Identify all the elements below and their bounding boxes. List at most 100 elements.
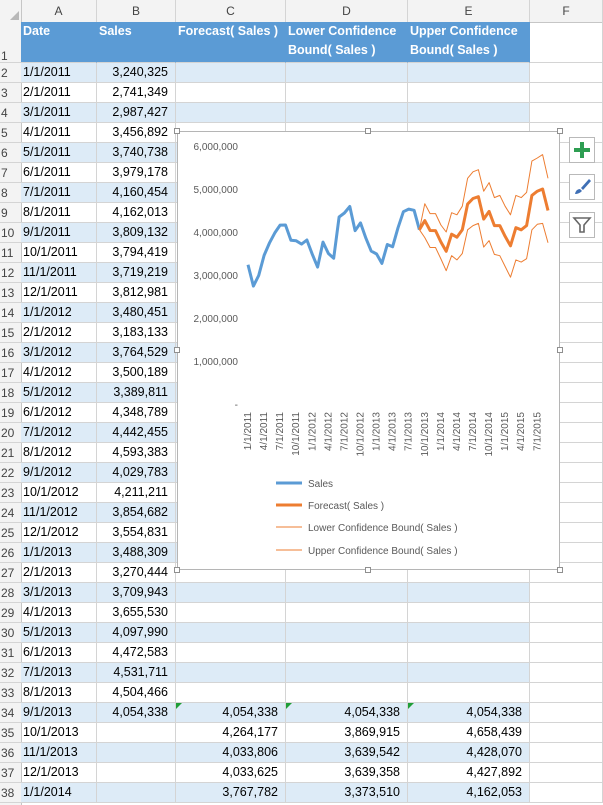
cell-upper[interactable]: 4,427,892 (408, 763, 530, 783)
cell-date[interactable]: 1/1/2013 (21, 543, 97, 563)
row-header[interactable]: 32 (0, 663, 21, 683)
cell-lower[interactable] (286, 63, 408, 83)
cell-sales[interactable]: 4,472,583 (97, 643, 176, 663)
chart-elements-button[interactable] (569, 137, 595, 163)
row-header[interactable]: 19 (0, 403, 21, 423)
cell-date[interactable]: 8/1/2012 (21, 443, 97, 463)
cell-date[interactable]: 1/1/2014 (21, 783, 97, 803)
cell-date[interactable]: 8/1/2013 (21, 683, 97, 703)
cell-upper[interactable] (408, 583, 530, 603)
cell-forecast[interactable] (176, 103, 286, 123)
forecast-chart[interactable]: 6,000,000 5,000,000 4,000,000 3,000,000 2,00… (177, 131, 560, 570)
cell-f[interactable] (530, 783, 603, 803)
cell-sales[interactable]: 3,740,738 (97, 143, 176, 163)
cell-f[interactable] (530, 703, 603, 723)
header-cell-sales[interactable]: Sales (97, 22, 176, 63)
cell-sales[interactable]: 3,764,529 (97, 343, 176, 363)
cell-sales[interactable]: 4,160,454 (97, 183, 176, 203)
cell-lower[interactable]: 3,639,542 (286, 743, 408, 763)
cell-date[interactable]: 9/1/2011 (21, 223, 97, 243)
row-header[interactable]: 30 (0, 623, 21, 643)
cell-sales[interactable]: 3,456,892 (97, 123, 176, 143)
cell-sales[interactable]: 3,500,189 (97, 363, 176, 383)
row-header[interactable]: 31 (0, 643, 21, 663)
cell-forecast[interactable] (176, 83, 286, 103)
cell-upper[interactable] (408, 683, 530, 703)
row-header[interactable]: 12 (0, 263, 21, 283)
column-header-c[interactable]: C (176, 0, 286, 22)
cell-sales[interactable]: 2,741,349 (97, 83, 176, 103)
cell-sales[interactable]: 4,531,711 (97, 663, 176, 683)
cell-date[interactable]: 12/1/2013 (21, 763, 97, 783)
cell-sales[interactable]: 4,593,383 (97, 443, 176, 463)
cell-date[interactable]: 5/1/2011 (21, 143, 97, 163)
cell-sales[interactable] (97, 783, 176, 803)
cell-sales[interactable] (97, 743, 176, 763)
cell-forecast[interactable]: 4,033,625 (176, 763, 286, 783)
row-header[interactable]: 21 (0, 443, 21, 463)
row-header[interactable]: 14 (0, 303, 21, 323)
cell-sales[interactable]: 4,348,789 (97, 403, 176, 423)
row-header[interactable]: 29 (0, 603, 21, 623)
row-header[interactable]: 18 (0, 383, 21, 403)
cell-sales[interactable]: 3,979,178 (97, 163, 176, 183)
row-header[interactable]: 4 (0, 103, 21, 123)
cell-lower[interactable] (286, 603, 408, 623)
cell-lower[interactable] (286, 103, 408, 123)
cell-upper[interactable] (408, 103, 530, 123)
chart-resize-handle-tr[interactable] (557, 128, 563, 134)
header-cell-forecast[interactable]: Forecast( Sales ) (176, 22, 286, 63)
cell-date[interactable]: 5/1/2013 (21, 623, 97, 643)
cell-forecast[interactable]: 4,264,177 (176, 723, 286, 743)
cell-forecast[interactable]: 4,054,338 (176, 703, 286, 723)
row-header[interactable]: 26 (0, 543, 21, 563)
cell-f[interactable] (530, 743, 603, 763)
cell-sales[interactable] (97, 723, 176, 743)
cell-date[interactable]: 9/1/2013 (21, 703, 97, 723)
cell-date[interactable]: 4/1/2011 (21, 123, 97, 143)
cell-upper[interactable] (408, 83, 530, 103)
cell-date[interactable]: 11/1/2013 (21, 743, 97, 763)
cell-sales[interactable]: 4,504,466 (97, 683, 176, 703)
cell-sales[interactable]: 3,854,682 (97, 503, 176, 523)
row-header[interactable]: 28 (0, 583, 21, 603)
chart-resize-handle-tl[interactable] (174, 128, 180, 134)
cell-upper[interactable]: 4,054,338 (408, 703, 530, 723)
cell-sales[interactable]: 4,097,990 (97, 623, 176, 643)
cell-lower[interactable] (286, 643, 408, 663)
cell-f[interactable] (530, 723, 603, 743)
cell-upper[interactable]: 4,658,439 (408, 723, 530, 743)
chart-styles-button[interactable] (569, 174, 595, 200)
cell-f[interactable] (530, 683, 603, 703)
column-header-d[interactable]: D (286, 0, 408, 22)
cell-date[interactable]: 7/1/2013 (21, 663, 97, 683)
row-header[interactable]: 36 (0, 743, 21, 763)
cell-upper[interactable] (408, 63, 530, 83)
cell-lower[interactable]: 3,373,510 (286, 783, 408, 803)
row-header[interactable]: 35 (0, 723, 21, 743)
cell-f[interactable] (530, 643, 603, 663)
cell-lower[interactable] (286, 663, 408, 683)
cell-date[interactable]: 12/1/2012 (21, 523, 97, 543)
cell-forecast[interactable] (176, 563, 286, 583)
cell-sales[interactable]: 3,719,219 (97, 263, 176, 283)
cell-upper[interactable] (408, 623, 530, 643)
chart-resize-handle-br[interactable] (557, 567, 563, 573)
row-header[interactable]: 3 (0, 83, 21, 103)
header-cell-f[interactable] (530, 22, 603, 63)
cell-date[interactable]: 4/1/2013 (21, 603, 97, 623)
cell-date[interactable]: 10/1/2012 (21, 483, 97, 503)
cell-forecast[interactable] (176, 663, 286, 683)
cell-f[interactable] (530, 83, 603, 103)
cell-lower[interactable] (286, 563, 408, 583)
cell-date[interactable]: 5/1/2012 (21, 383, 97, 403)
cell-f[interactable] (530, 623, 603, 643)
cell-date[interactable]: 11/1/2011 (21, 263, 97, 283)
cell-f[interactable] (530, 583, 603, 603)
chart-resize-handle-b[interactable] (365, 567, 371, 573)
cell-date[interactable]: 10/1/2011 (21, 243, 97, 263)
cell-sales[interactable]: 2,987,427 (97, 103, 176, 123)
cell-forecast[interactable] (176, 643, 286, 663)
row-header[interactable]: 27 (0, 563, 21, 583)
header-cell-upper-bound[interactable]: Upper Confidence Bound( Sales ) (408, 22, 530, 63)
